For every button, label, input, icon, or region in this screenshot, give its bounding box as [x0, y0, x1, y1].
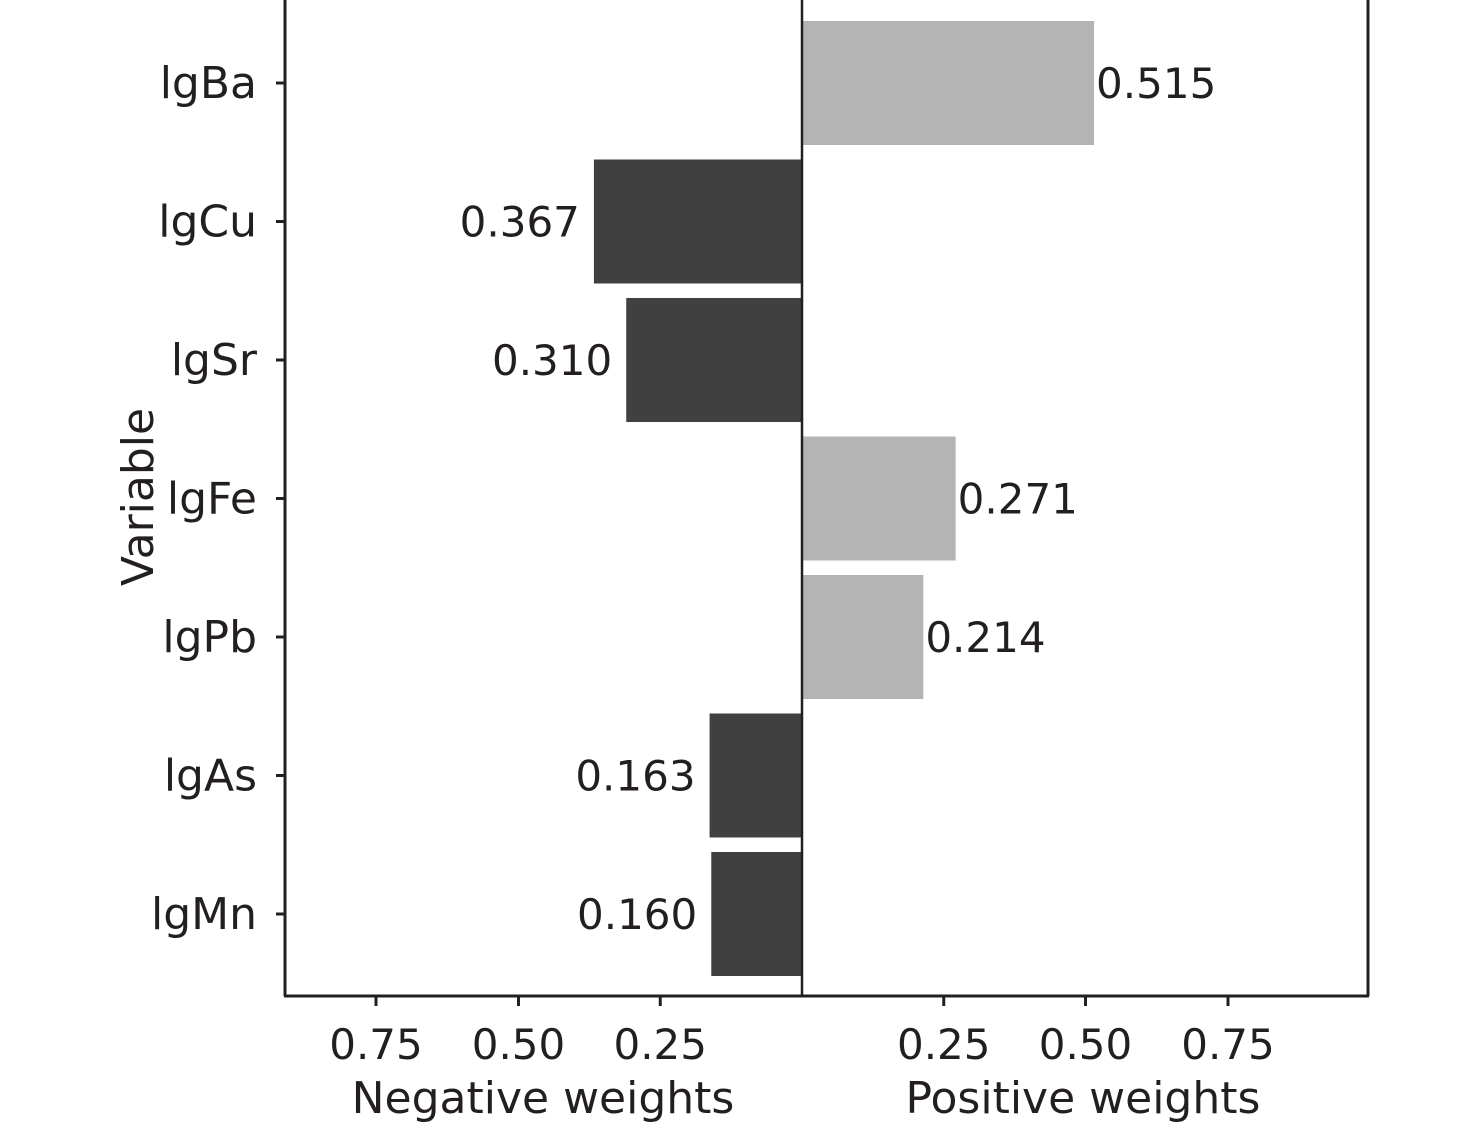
value-label-lgsr: 0.310 [492, 336, 612, 385]
x-tick-label-positive-0: 0.25 [897, 1020, 991, 1069]
x-tick-label-positive-2: 0.75 [1181, 1020, 1275, 1069]
x-axis-title-positive: Positive weights [906, 1073, 1261, 1124]
y-tick-label-lgpb: lgPb [162, 612, 257, 663]
y-tick-label-lgfe: lgFe [167, 474, 257, 525]
value-labels: 0.515 0.367 0.310 0.271 0.214 0.163 0.160 [460, 59, 1217, 939]
x-axis-title-negative: Negative weights [352, 1073, 735, 1124]
x-tick-label-negative-1: 0.50 [472, 1020, 566, 1069]
value-label-lgcu: 0.367 [460, 198, 580, 247]
y-axis-ticks: lgBa lgCu lgSr lgFe lgPb lgAs lgMn [151, 58, 285, 940]
bar-lgmn [711, 852, 802, 976]
x-axis-ticks: 0.75 0.50 0.25 0.25 0.50 0.75 [329, 996, 1275, 1069]
value-label-lgba: 0.515 [1096, 59, 1216, 108]
x-tick-label-positive-1: 0.50 [1039, 1020, 1133, 1069]
bar-lgfe [802, 436, 956, 561]
bar-lgas [709, 713, 802, 838]
y-tick-label-lgsr: lgSr [171, 335, 258, 386]
value-label-lgfe: 0.271 [958, 475, 1078, 524]
y-tick-label-lgas: lgAs [164, 751, 257, 802]
bars-layer [593, 21, 1095, 976]
y-tick-label-lgcu: lgCu [158, 197, 257, 248]
bar-lgsr [626, 298, 802, 422]
y-tick-label-lgba: lgBa [160, 58, 257, 109]
value-label-lgmn: 0.160 [577, 890, 697, 939]
x-tick-label-negative-0: 0.75 [329, 1020, 423, 1069]
bar-lgcu [593, 159, 802, 284]
y-tick-label-lgmn: lgMn [151, 889, 257, 940]
y-axis-title: Variable [113, 408, 164, 586]
value-label-lgas: 0.163 [575, 752, 695, 801]
x-tick-label-negative-2: 0.25 [613, 1020, 707, 1069]
bar-lgpb [802, 575, 924, 699]
value-label-lgpb: 0.214 [925, 613, 1045, 662]
bar-lgba [802, 21, 1095, 145]
